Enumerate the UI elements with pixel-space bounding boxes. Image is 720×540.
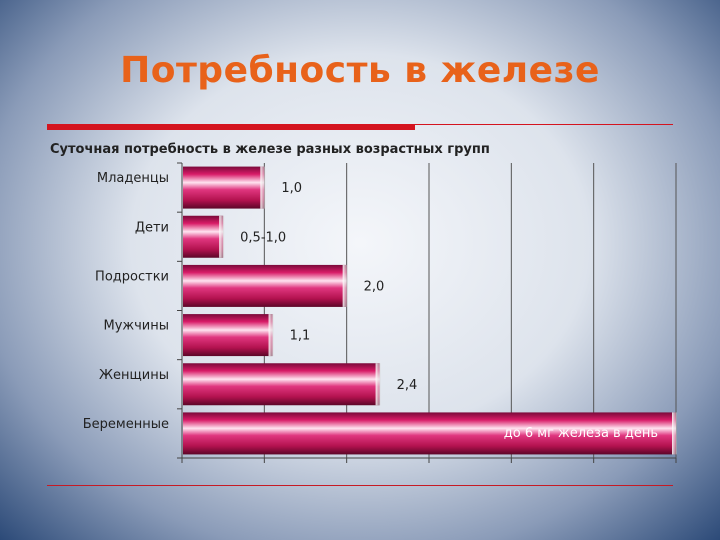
bar-cap-4 xyxy=(268,314,274,357)
category-label: Женщины xyxy=(99,368,169,383)
bar-4 xyxy=(183,314,273,357)
bottom-rule xyxy=(47,485,673,486)
bar-1 xyxy=(183,166,265,209)
category-label: Мужчины xyxy=(103,319,169,334)
title-underline-thick xyxy=(47,124,415,130)
bar-cap-2 xyxy=(219,215,225,258)
data-label: 1,1 xyxy=(290,329,311,344)
bar-3 xyxy=(183,264,347,307)
data-label: 2,4 xyxy=(397,378,418,393)
category-label: Беременные xyxy=(83,417,169,432)
slide-title: Потребность в железе xyxy=(120,50,600,91)
category-label: Младенцы xyxy=(97,171,169,186)
category-label: Подростки xyxy=(95,269,169,284)
bar-cap-3 xyxy=(342,264,348,307)
chart-title: Суточная потребность в железе разных воз… xyxy=(50,142,490,157)
data-label: 2,0 xyxy=(364,279,385,294)
title-underline-thin xyxy=(415,124,673,125)
bar-6 xyxy=(183,412,676,455)
bar-cap-1 xyxy=(260,166,266,209)
bar-cap-5 xyxy=(375,363,381,406)
bar-5 xyxy=(183,363,380,406)
data-label: до 6 мг железа в день xyxy=(504,426,658,441)
bar-2 xyxy=(183,215,224,258)
data-label: 1,0 xyxy=(281,181,302,196)
bar-cap-6 xyxy=(672,412,677,455)
category-label: Дети xyxy=(135,220,169,235)
data-label: 0,5-1,0 xyxy=(240,230,286,245)
